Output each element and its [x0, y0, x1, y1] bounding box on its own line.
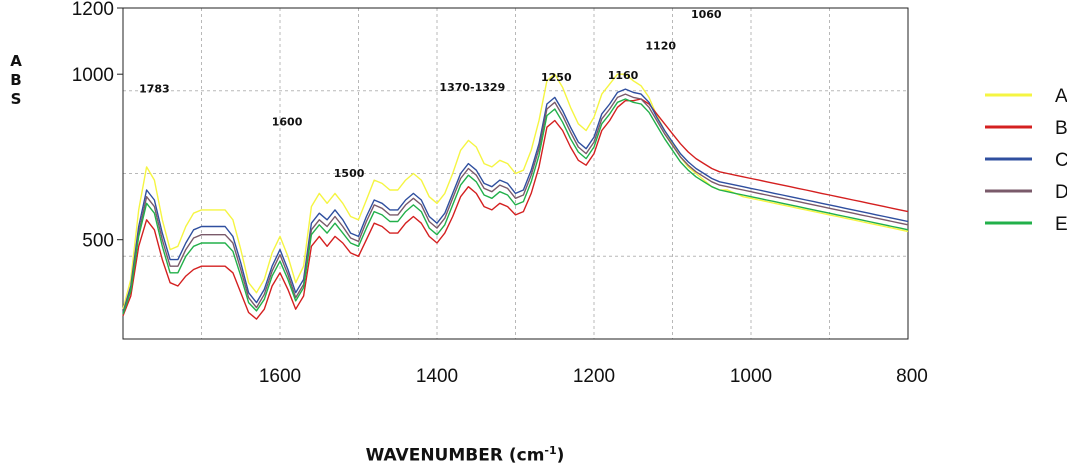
series-line-A	[122, 73, 909, 310]
legend-label-B: B	[1055, 118, 1067, 139]
x-tick-label: 800	[896, 366, 928, 387]
peak-annotation: 1060	[691, 8, 722, 21]
x-tick-label: 1400	[416, 366, 458, 387]
x-tick-labels: 1600 1400 1200 1000 800	[259, 366, 928, 387]
legend-label-D: D	[1055, 182, 1067, 203]
x-tick-label: 1000	[730, 366, 772, 387]
peak-annotation: 1500	[334, 167, 365, 180]
x-axis-label-main: WAVENUMBER (cm	[365, 445, 545, 466]
x-axis-label-end: )	[556, 445, 565, 466]
series-line-C	[122, 88, 909, 313]
peak-annotation: 1120	[645, 39, 676, 52]
series-line-E	[122, 98, 909, 315]
x-axis-label: WAVENUMBER (cm-1)	[340, 444, 590, 466]
y-axis-label-letter-1: A	[10, 52, 22, 70]
peak-annotation: 1160	[608, 69, 639, 82]
plot-frame	[122, 7, 909, 340]
y-tick-label: 1000	[72, 65, 114, 86]
y-tick-label: 500	[82, 231, 114, 252]
peak-annotation: 1370-1329	[439, 81, 505, 94]
series-line-D	[122, 93, 909, 315]
legend-label-E: E	[1055, 214, 1067, 235]
peak-annotation: 1600	[272, 116, 303, 129]
series-lines	[122, 73, 909, 320]
y-tick-label: 1200	[72, 0, 114, 20]
legend-label-A: A	[1055, 86, 1067, 107]
y-tick-labels: 500 1000 1200	[72, 0, 123, 252]
x-tick-label: 1600	[259, 366, 301, 387]
peak-annotation: 1250	[541, 71, 572, 84]
series-line-B	[122, 98, 909, 320]
x-axis-label-sup: -1	[544, 444, 557, 457]
y-axis-label-letter-3: S	[10, 90, 22, 108]
peak-annotation: 1783	[139, 82, 170, 95]
peak-annotations: 1783 1600 1500 1370-1329 1250 1160 1120 1060	[139, 8, 722, 180]
legend-label-C: C	[1055, 150, 1067, 171]
x-tick-label: 1200	[573, 366, 615, 387]
y-axis-label-letter-2: B	[10, 71, 22, 89]
